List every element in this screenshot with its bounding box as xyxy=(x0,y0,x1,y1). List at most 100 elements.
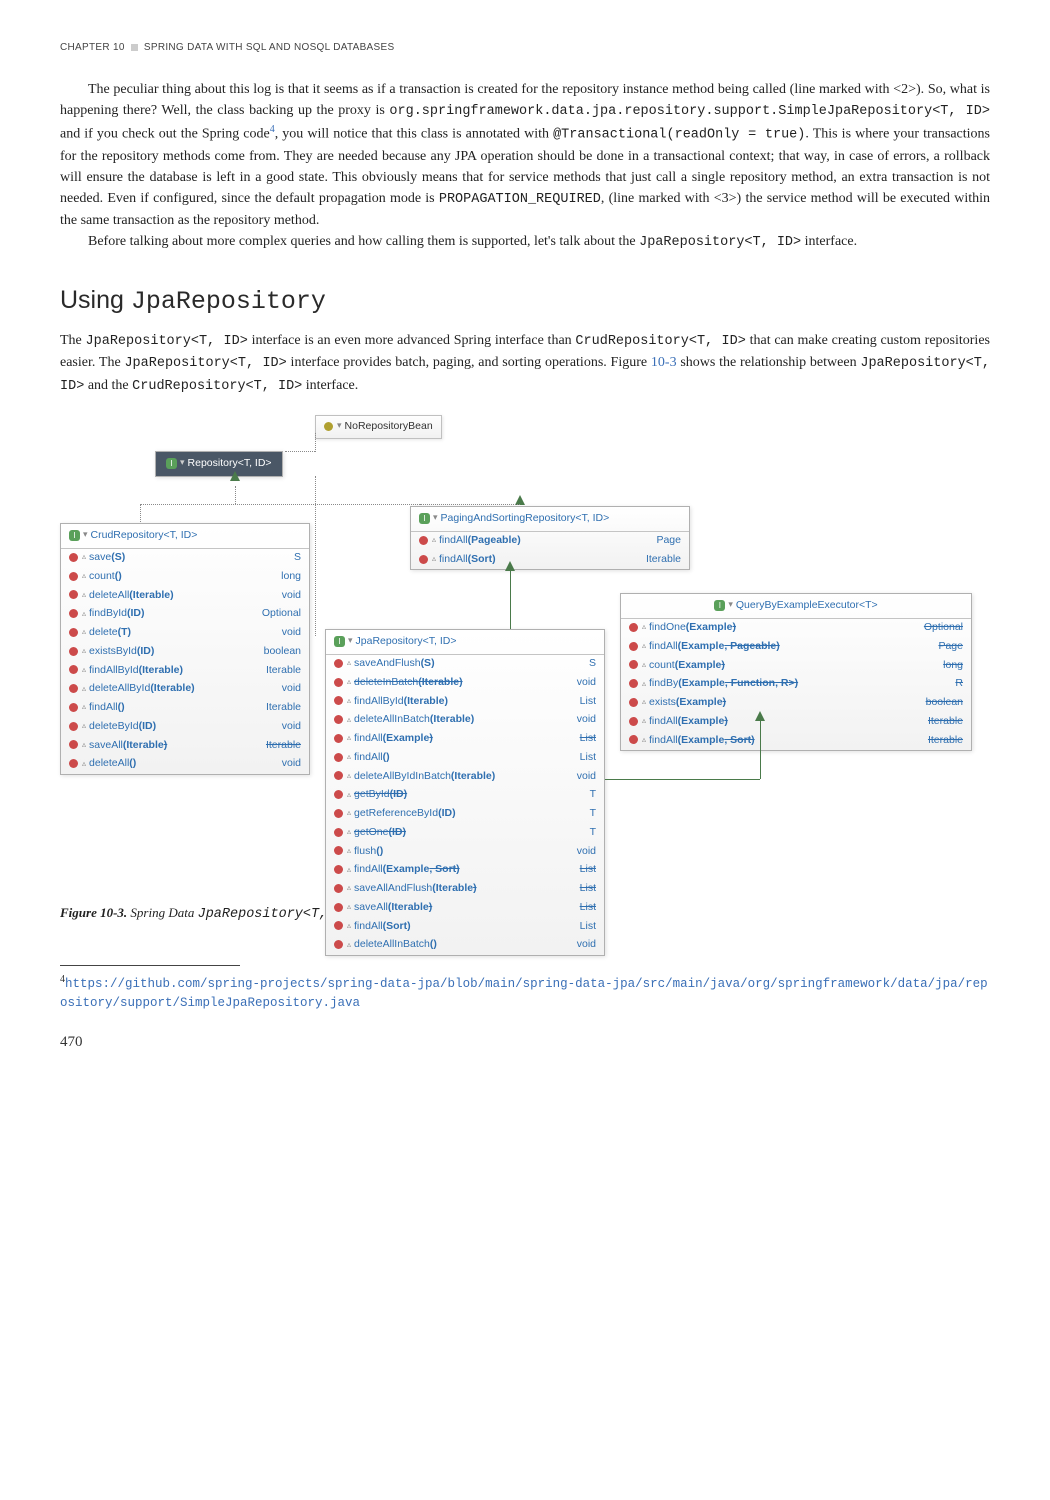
connector xyxy=(235,486,236,504)
method-list: ▵save(S)S▵count()long▵deleteAll(Iterable… xyxy=(61,549,309,774)
method-icon xyxy=(69,740,78,749)
abstract-icon: ▵ xyxy=(82,626,86,638)
method-row: ▵saveAll(Iterable)Iterable xyxy=(61,736,309,755)
abstract-icon: ▵ xyxy=(432,553,436,565)
section-heading: Using JpaRepository xyxy=(60,282,990,321)
method-icon xyxy=(334,734,343,743)
method-list: ▵findAll(Pageable)Page▵findAll(Sort)Iter… xyxy=(411,532,689,570)
annotation-norepositorybean: ▾NoRepositoryBean xyxy=(315,415,442,439)
method-row: ▵saveAndFlush(S)S xyxy=(326,655,604,674)
title-text: Repository<T, ID> xyxy=(188,457,272,469)
method-icon xyxy=(69,572,78,581)
method-icon xyxy=(629,660,638,669)
method-icon xyxy=(629,642,638,651)
method-row: ▵findAll(Pageable)Page xyxy=(411,532,689,551)
code-inline: JpaRepository xyxy=(131,287,326,316)
annotation-icon xyxy=(324,422,333,431)
uml-title: I▾CrudRepository<T, ID> xyxy=(61,524,309,549)
abstract-icon: ▵ xyxy=(347,864,351,876)
abstract-icon: ▵ xyxy=(347,826,351,838)
method-row: ▵save(S)S xyxy=(61,549,309,568)
method-row: ▵getReferenceById(ID)T xyxy=(326,805,604,824)
method-row: ▵findAll()Iterable xyxy=(61,699,309,718)
figure-diagram: ▾NoRepositoryBean I▾Repository<T, ID> I▾… xyxy=(60,411,972,891)
abstract-icon: ▵ xyxy=(347,695,351,707)
method-row: ▵getById(ID)T xyxy=(326,786,604,805)
method-icon xyxy=(69,684,78,693)
code-inline: CrudRepository<T, ID> xyxy=(575,334,745,349)
uml-querybyexampleexecutor: I▾QueryByExampleExecutor<T> ▵findOne(Exa… xyxy=(620,593,972,751)
method-icon xyxy=(334,753,343,762)
abstract-icon: ▵ xyxy=(642,659,646,671)
method-row: ▵deleteAll()void xyxy=(61,755,309,774)
divider-icon xyxy=(131,44,138,51)
method-icon xyxy=(629,623,638,632)
method-row: ▵exists(Example)boolean xyxy=(621,694,971,713)
footnote-4: 4https://github.com/spring-projects/spri… xyxy=(60,972,990,1013)
method-row: ▵deleteAllById(Iterable)void xyxy=(61,680,309,699)
method-row: ▵findAll(Example, Sort)Iterable xyxy=(621,731,971,750)
method-row: ▵deleteAllByIdInBatch(Iterable)void xyxy=(326,767,604,786)
figure-ref[interactable]: 10-3 xyxy=(651,355,677,370)
arrowhead-icon xyxy=(230,471,240,481)
abstract-icon: ▵ xyxy=(347,920,351,932)
footnote-link[interactable]: https://github.com/spring-projects/sprin… xyxy=(60,977,988,1010)
connector xyxy=(605,779,760,780)
text: interface is an even more advanced Sprin… xyxy=(248,333,576,348)
method-row: ▵delete(T)void xyxy=(61,624,309,643)
method-row: ▵findById(ID)Optional xyxy=(61,605,309,624)
method-icon xyxy=(334,809,343,818)
connector xyxy=(315,433,316,452)
method-icon xyxy=(69,609,78,618)
method-row: ▵getOne(ID)T xyxy=(326,823,604,842)
abstract-icon: ▵ xyxy=(82,720,86,732)
uml-crudrepository: I▾CrudRepository<T, ID> ▵save(S)S▵count(… xyxy=(60,523,310,775)
abstract-icon: ▵ xyxy=(82,683,86,695)
abstract-icon: ▵ xyxy=(82,701,86,713)
text: and if you check out the Spring code xyxy=(60,127,270,142)
method-icon xyxy=(629,698,638,707)
method-icon xyxy=(334,790,343,799)
interface-icon: I xyxy=(69,530,80,541)
abstract-icon: ▵ xyxy=(347,789,351,801)
method-icon xyxy=(69,647,78,656)
uml-title: I▾Repository<T, ID> xyxy=(156,452,282,476)
connector xyxy=(140,504,141,522)
method-icon xyxy=(334,696,343,705)
connector xyxy=(420,504,520,505)
chapter-header: CHAPTER 10 SPRING DATA WITH SQL AND NOSQ… xyxy=(60,40,990,55)
paragraph-3: The JpaRepository<T, ID> interface is an… xyxy=(60,330,990,397)
abstract-icon: ▵ xyxy=(347,714,351,726)
method-icon xyxy=(419,555,428,564)
text: Using xyxy=(60,286,131,314)
text: interface. xyxy=(801,234,857,249)
annotation-label: NoRepositoryBean xyxy=(345,420,433,432)
method-icon xyxy=(69,703,78,712)
method-row: ▵findAll(Sort)List xyxy=(326,917,604,936)
code-inline: JpaRepository<T, ID> xyxy=(124,356,286,371)
method-icon xyxy=(334,884,343,893)
abstract-icon: ▵ xyxy=(347,770,351,782)
method-icon xyxy=(69,665,78,674)
page-number: 470 xyxy=(60,1031,990,1054)
abstract-icon: ▵ xyxy=(642,640,646,652)
method-icon xyxy=(334,678,343,687)
title-text: JpaRepository<T, ID> xyxy=(356,635,457,647)
method-icon xyxy=(334,940,343,949)
method-row: ▵findAllById(Iterable)List xyxy=(326,692,604,711)
abstract-icon: ▵ xyxy=(82,739,86,751)
method-row: ▵findAll(Example, Sort)List xyxy=(326,861,604,880)
abstract-icon: ▵ xyxy=(347,807,351,819)
abstract-icon: ▵ xyxy=(82,551,86,563)
method-row: ▵findAll(Sort)Iterable xyxy=(411,550,689,569)
method-icon xyxy=(334,846,343,855)
abstract-icon: ▵ xyxy=(347,939,351,951)
uml-title: I▾JpaRepository<T, ID> xyxy=(326,630,604,655)
method-list: ▵saveAndFlush(S)S▵deleteInBatch(Iterable… xyxy=(326,655,604,955)
method-icon xyxy=(69,759,78,768)
method-icon xyxy=(334,903,343,912)
abstract-icon: ▵ xyxy=(347,676,351,688)
method-icon xyxy=(334,828,343,837)
method-icon xyxy=(69,553,78,562)
method-row: ▵findOne(Example)Optional xyxy=(621,619,971,638)
